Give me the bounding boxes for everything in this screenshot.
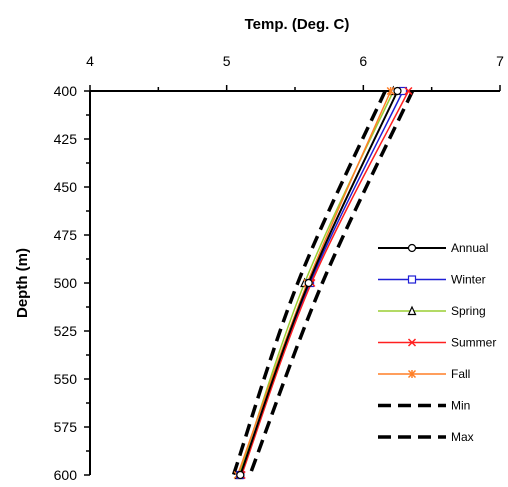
data-point-summer (404, 86, 413, 96)
legend-label-min: Min (451, 399, 470, 413)
legend-item-annual: Annual (378, 241, 488, 255)
legend-marker-spring (407, 305, 417, 316)
y-tick-label: 500 (54, 275, 78, 291)
legend-item-min: Min (378, 399, 470, 413)
y-tick-label: 425 (54, 131, 78, 147)
legend-item-spring: Spring (378, 304, 486, 318)
series-line-min (231, 90, 387, 476)
x-tick-label: 7 (496, 53, 504, 69)
y-tick-label: 525 (54, 323, 78, 339)
y-tick-label: 400 (54, 83, 78, 99)
x-tick-label: 4 (86, 53, 94, 69)
data-point-annual (304, 278, 313, 288)
series-min (231, 90, 387, 476)
legend-label-spring: Spring (451, 304, 486, 318)
legend-item-summer: Summer (378, 336, 496, 350)
axes: 4 5 6 7 400 425 450 475 500 525 550 575 600 (54, 53, 504, 483)
y-tick-label: 550 (54, 371, 78, 387)
x-axis-title: Temp. (Deg. C) (245, 16, 350, 33)
legend-label-annual: Annual (451, 241, 488, 255)
legend-item-max: Max (378, 430, 474, 444)
legend-label-max: Max (451, 430, 474, 444)
legend-label-summer: Summer (451, 336, 496, 350)
legend-marker-summer (407, 338, 417, 347)
x-tick-label: 6 (359, 53, 367, 69)
legend-item-fall: Fall (378, 367, 470, 381)
y-tick-label: 450 (54, 179, 78, 195)
legend: Annual Winter Spring Summer Fall Min Max (378, 241, 496, 444)
legend-item-winter: Winter (378, 273, 486, 287)
series-annual (236, 86, 402, 480)
legend-marker-fall (407, 369, 417, 379)
series-max (248, 90, 415, 476)
x-tick-label: 5 (223, 53, 231, 69)
data-point-annual (393, 86, 402, 96)
series-layer (231, 85, 415, 480)
data-point-annual (236, 470, 245, 480)
y-tick-label: 600 (54, 467, 78, 483)
series-line-max (248, 90, 415, 476)
y-axis-title: Depth (m) (14, 248, 31, 318)
data-point-fall (386, 86, 395, 96)
y-tick-label: 475 (54, 227, 78, 243)
legend-marker-winter (407, 275, 417, 284)
legend-marker-annual (407, 243, 417, 253)
legend-label-fall: Fall (451, 367, 470, 381)
legend-label-winter: Winter (451, 273, 486, 287)
y-tick-label: 575 (54, 419, 78, 435)
